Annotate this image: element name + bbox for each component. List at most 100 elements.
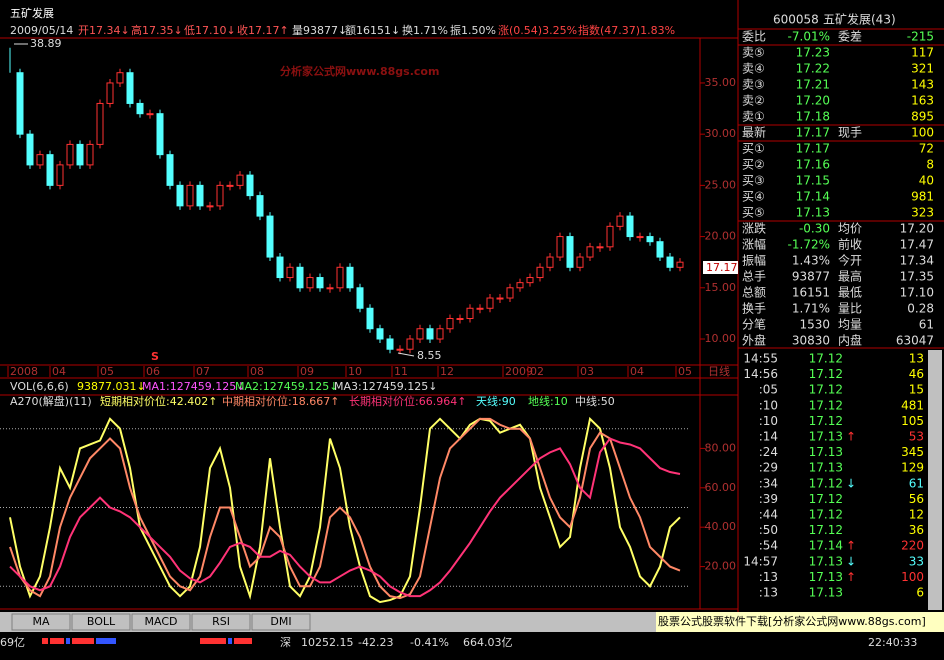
candle (346, 266, 354, 289)
candle (26, 133, 34, 166)
tab[interactable] (131, 613, 191, 631)
candle (236, 174, 244, 186)
candle (146, 113, 154, 116)
status-bar-graph (66, 638, 70, 644)
tick-price: 17.14 (809, 539, 843, 553)
x-tick-label: 06 (146, 365, 160, 378)
tick-time: :13 (759, 570, 778, 584)
panel-cell: 最低 (838, 286, 862, 300)
y-tick-label: 25.00 (705, 178, 737, 191)
tick-time: :54 (759, 539, 778, 553)
candle (46, 154, 54, 186)
panel-cell: 0.28 (907, 302, 934, 316)
tick-time: :14 (759, 430, 778, 444)
status-bar-graph (234, 638, 252, 644)
candle (166, 154, 174, 186)
level-label: 中线:50 (575, 394, 615, 408)
bid-price: 17.14 (796, 190, 830, 204)
candle (366, 307, 374, 330)
ask-price: 17.20 (796, 94, 830, 108)
tick-price: 17.12 (809, 492, 843, 506)
candle (326, 287, 334, 290)
panel-cell: 委比 (742, 30, 766, 44)
x-tick-label: 02 (530, 365, 544, 378)
tick-time: 14:55 (743, 352, 778, 366)
tick-volume: 220 (901, 539, 924, 553)
tick-time: :44 (759, 508, 778, 522)
tab-label[interactable]: MACD (145, 615, 178, 628)
candle (336, 266, 344, 289)
tick-volume: 481 (901, 398, 924, 412)
candle (186, 184, 194, 207)
tick-price: 17.12 (809, 383, 843, 397)
tab[interactable] (71, 613, 131, 631)
x-tick-label: 10 (348, 365, 362, 378)
low-label: 8.55 (417, 349, 442, 362)
last-price-box (703, 261, 738, 274)
ask-price: 17.21 (796, 78, 830, 92)
y-tick-label: 60.00 (705, 481, 737, 494)
indicator-line (9, 437, 681, 598)
ask-price: 17.18 (796, 110, 830, 124)
tab[interactable] (251, 613, 311, 631)
panel-cell: 总手 (742, 270, 766, 284)
ask-price: 17.22 (796, 62, 830, 76)
tick-price: 17.13 (809, 430, 843, 444)
tab-label[interactable]: MA (32, 615, 49, 628)
signal: S (151, 350, 159, 363)
tick-time: :10 (759, 398, 778, 412)
candle (246, 174, 254, 197)
panel-cell: 最新 (742, 125, 766, 140)
quote-item: 涨(0.54)3.25% (498, 24, 577, 37)
panel-cell: 现手 (838, 126, 862, 140)
status-bar-graph (96, 638, 116, 644)
candle (456, 318, 464, 321)
quote-item: 开17.34↓ (78, 24, 130, 37)
panel-cell: 内盘 (838, 333, 862, 348)
bid-volume: 323 (911, 206, 934, 220)
ask-label: 卖⑤ (742, 46, 765, 60)
status-bar-graph (42, 638, 48, 644)
candle (606, 225, 614, 248)
x-tick-label: 04 (52, 365, 66, 378)
tick-time: :29 (759, 461, 778, 475)
panel-cell: 均价 (838, 222, 862, 236)
scrollbar[interactable] (928, 350, 942, 610)
ad-box (656, 612, 944, 632)
tab[interactable] (11, 613, 71, 631)
tick-volume: 345 (901, 445, 924, 459)
tick-time: :10 (759, 414, 778, 428)
candle (396, 348, 404, 351)
bid-price: 17.15 (796, 174, 830, 188)
tab-label[interactable]: BOLL (87, 615, 116, 628)
candle (316, 277, 324, 289)
panel-cell: 振幅 (742, 253, 766, 268)
quote-item: 收17.17↑ (237, 23, 289, 37)
candle (226, 184, 234, 187)
candle (616, 215, 624, 227)
candle (106, 82, 114, 104)
panel-cell: 1.43% (792, 254, 830, 268)
ask-label: 卖④ (742, 62, 765, 76)
indicator-title: VOL(6,6,6) (10, 380, 69, 393)
tick-volume: 36 (909, 523, 924, 537)
tab[interactable] (191, 613, 251, 631)
candle (466, 307, 474, 320)
candle (676, 261, 684, 268)
candle (156, 113, 164, 156)
indicator-line (9, 417, 681, 600)
legend-entry: 长期相对价位:66.964↑ (349, 394, 466, 408)
status-market: 深 (280, 636, 291, 649)
ask-price: 17.23 (796, 46, 830, 60)
candle (176, 184, 184, 207)
tick-volume: 56 (909, 492, 924, 506)
y-tick-label: 15.00 (705, 281, 737, 294)
tab-label[interactable]: RSI (212, 615, 230, 628)
candle (356, 287, 364, 309)
ad-link[interactable]: 股票公式股票软件下载[分析家公式网www.88gs.com] (658, 614, 926, 628)
panel-cell: 量比 (838, 302, 862, 316)
tick-volume: 12 (909, 508, 924, 522)
candle (416, 328, 424, 340)
tab-label[interactable]: DMI (270, 615, 291, 628)
status-bar-graph (200, 638, 226, 644)
